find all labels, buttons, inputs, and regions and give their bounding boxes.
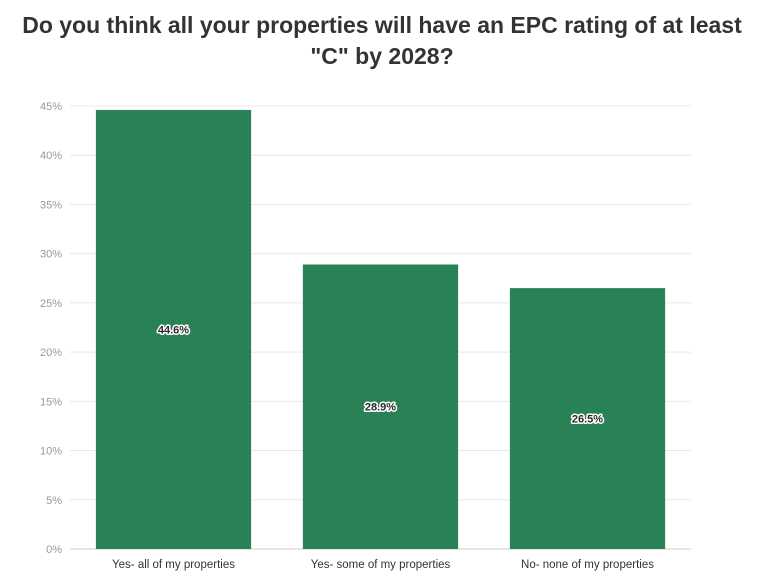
chart-title-line-2: "C" by 2028? [310, 43, 454, 69]
data-labels: 44.6% 28.9% 26.5% [156, 323, 604, 427]
data-label: 26.5% [572, 414, 603, 426]
data-label: 28.9% [365, 402, 396, 414]
y-axis-ticks: 0% 5% 10% 15% 20% 25% 30% 35% 40% 45% [40, 101, 62, 556]
x-category-label: Yes- all of my properties [112, 559, 235, 571]
x-axis-labels: Yes- all of my properties Yes- some of my… [112, 559, 654, 571]
x-category-label: No- none of my properties [521, 559, 654, 571]
y-tick-label: 30% [40, 249, 62, 261]
y-tick-label: 5% [46, 495, 62, 507]
chart-title-line-1: Do you think all your properties will ha… [22, 12, 742, 38]
y-tick-label: 45% [40, 101, 62, 113]
bar[interactable] [509, 288, 666, 549]
bar[interactable] [95, 109, 252, 549]
x-category-label: Yes- some of my properties [311, 559, 451, 571]
y-tick-label: 40% [40, 150, 62, 162]
bars [95, 109, 666, 549]
bar[interactable] [302, 264, 459, 549]
y-tick-label: 15% [40, 396, 62, 408]
chart-title: Do you think all your properties will ha… [0, 10, 764, 72]
data-label: 44.6% [158, 324, 189, 336]
y-tick-label: 35% [40, 199, 62, 211]
y-tick-label: 0% [46, 544, 62, 556]
y-tick-label: 20% [40, 347, 62, 359]
y-tick-label: 10% [40, 446, 62, 458]
y-tick-label: 25% [40, 298, 62, 310]
